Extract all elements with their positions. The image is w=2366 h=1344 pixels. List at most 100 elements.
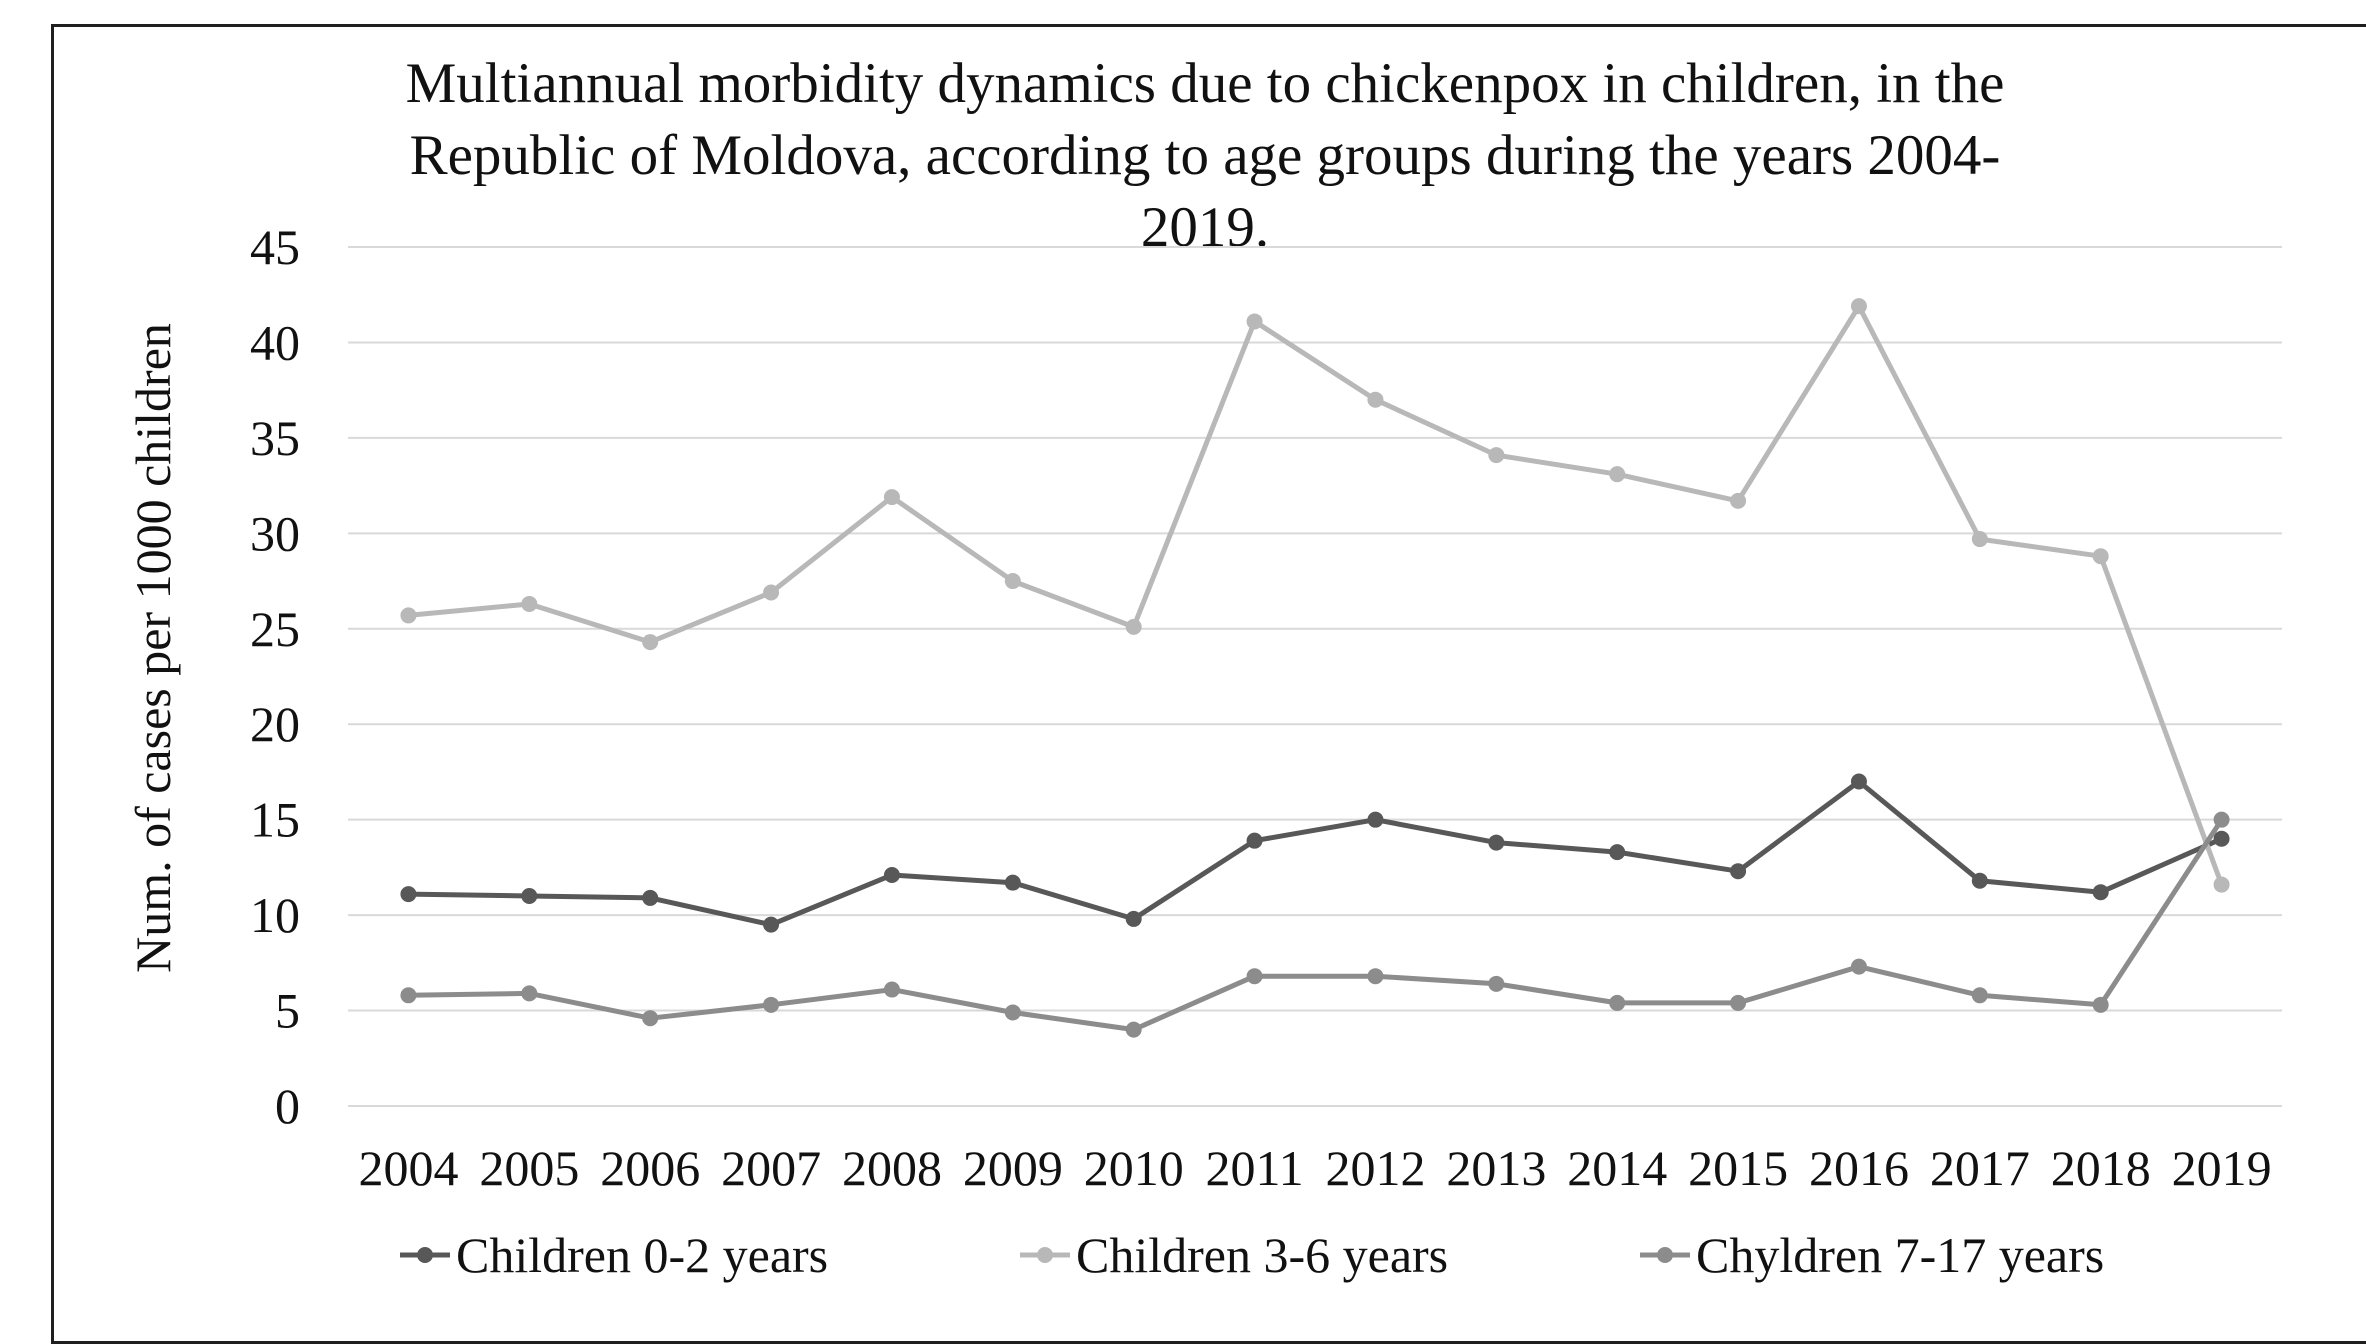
- data-point-1-2018: [2092, 884, 2109, 901]
- x-tick-label-2008: 2008: [842, 1140, 942, 1196]
- data-point-2-2004: [400, 607, 417, 624]
- chart-title-line-2: Republic of Moldova, according to age gr…: [410, 124, 2001, 187]
- data-point-3-2010: [1125, 1021, 1142, 1038]
- x-tick-label-2014: 2014: [1567, 1140, 1667, 1196]
- legend-item-1: Children 0-2 years: [400, 1227, 828, 1283]
- y-tick-label-40: 40: [250, 314, 300, 370]
- data-point-3-2009: [1004, 1004, 1021, 1021]
- data-point-2-2012: [1367, 391, 1384, 408]
- chart-title: Multiannual morbidity dynamics due to ch…: [406, 52, 2005, 259]
- y-tick-label-20: 20: [250, 696, 300, 752]
- y-tick-label-25: 25: [250, 601, 300, 657]
- y-tick-label-0: 0: [275, 1078, 300, 1134]
- data-point-2-2010: [1125, 618, 1142, 635]
- series-line-3: [405, 817, 2225, 1033]
- series-1: [400, 773, 2230, 933]
- data-point-2-2007: [763, 584, 780, 601]
- y-axis-title: Num. of cases per 1000 children: [125, 323, 181, 973]
- data-point-3-2014: [1609, 994, 1626, 1011]
- data-series: [400, 298, 2230, 1038]
- legend-swatch-marker-2: [1037, 1247, 1053, 1263]
- data-point-2-2014: [1609, 466, 1626, 483]
- data-point-3-2007: [763, 996, 780, 1013]
- data-point-2-2005: [521, 595, 538, 612]
- x-tick-label-2013: 2013: [1446, 1140, 1546, 1196]
- legend-label-2: Children 3-6 years: [1076, 1227, 1448, 1283]
- series-line-1: [405, 779, 2225, 928]
- chart-frame: [51, 24, 2366, 1344]
- y-tick-label-35: 35: [250, 410, 300, 466]
- y-tick-label-10: 10: [250, 887, 300, 943]
- data-point-3-2019: [2213, 811, 2230, 828]
- x-tick-label-2011: 2011: [1205, 1140, 1303, 1196]
- y-tick-label-5: 5: [275, 983, 300, 1039]
- x-tick-label-2006: 2006: [600, 1140, 700, 1196]
- x-tick-label-2015: 2015: [1688, 1140, 1788, 1196]
- data-point-1-2019: [2213, 830, 2230, 847]
- data-point-1-2012: [1367, 811, 1384, 828]
- y-tick-label-45: 45: [250, 219, 300, 275]
- x-tick-label-2005: 2005: [479, 1140, 579, 1196]
- x-tick-label-2018: 2018: [2051, 1140, 2151, 1196]
- data-point-1-2011: [1246, 832, 1263, 849]
- legend-label-3: Chyldren 7-17 years: [1696, 1227, 2104, 1283]
- data-point-3-2011: [1246, 968, 1263, 985]
- chart-title-line-1: Multiannual morbidity dynamics due to ch…: [406, 52, 2005, 115]
- x-tick-label-2012: 2012: [1325, 1140, 1425, 1196]
- data-point-3-2008: [883, 981, 900, 998]
- data-point-3-2016: [1850, 958, 1867, 975]
- data-point-3-2018: [2092, 996, 2109, 1013]
- legend-swatch-marker-1: [417, 1247, 433, 1263]
- data-point-1-2008: [883, 867, 900, 884]
- x-axis-ticks: 2004 2005 2006 2007 2008 2009 2010 2011 2012 2013…: [358, 1140, 2271, 1196]
- legend-item-3: Chyldren 7-17 years: [1640, 1227, 2104, 1283]
- data-point-1-2014: [1609, 844, 1626, 861]
- data-point-2-2017: [1971, 531, 1988, 548]
- y-axis-ticks: 0 5 10 15 20 25 30 35 40 45: [250, 219, 300, 1134]
- series-line-2: [405, 303, 2225, 888]
- data-point-2-2008: [883, 489, 900, 506]
- y-tick-label-15: 15: [250, 792, 300, 848]
- data-point-1-2006: [642, 889, 659, 906]
- data-point-1-2009: [1004, 874, 1021, 891]
- x-tick-label-2009: 2009: [963, 1140, 1063, 1196]
- data-point-3-2017: [1971, 987, 1988, 1004]
- data-point-1-2013: [1488, 834, 1505, 851]
- data-point-2-2018: [2092, 548, 2109, 565]
- data-point-2-2019: [2213, 876, 2230, 893]
- legend: Children 0-2 years Children 3-6 years Chyl…: [400, 1227, 2104, 1283]
- data-point-2-2011: [1246, 313, 1263, 330]
- data-point-3-2013: [1488, 975, 1505, 992]
- data-point-1-2015: [1730, 863, 1747, 880]
- series-2: [400, 298, 2230, 893]
- data-point-3-2004: [400, 987, 417, 1004]
- legend-swatch-marker-3: [1657, 1247, 1673, 1263]
- data-point-3-2015: [1730, 994, 1747, 1011]
- data-point-2-2015: [1730, 492, 1747, 509]
- data-point-1-2017: [1971, 872, 1988, 889]
- data-point-1-2007: [763, 916, 780, 933]
- x-tick-label-2004: 2004: [358, 1140, 458, 1196]
- x-tick-label-2017: 2017: [1930, 1140, 2030, 1196]
- data-point-2-2006: [642, 634, 659, 651]
- data-point-2-2016: [1850, 298, 1867, 315]
- data-point-1-2005: [521, 888, 538, 905]
- data-point-3-2012: [1367, 968, 1384, 985]
- series-3: [400, 811, 2230, 1038]
- data-point-1-2004: [400, 886, 417, 903]
- data-point-3-2006: [642, 1010, 659, 1027]
- x-tick-label-2019: 2019: [2172, 1140, 2272, 1196]
- x-tick-label-2010: 2010: [1084, 1140, 1184, 1196]
- data-point-2-2009: [1004, 573, 1021, 590]
- data-point-1-2010: [1125, 910, 1142, 927]
- x-tick-label-2016: 2016: [1809, 1140, 1909, 1196]
- legend-item-2: Children 3-6 years: [1020, 1227, 1448, 1283]
- data-point-2-2013: [1488, 447, 1505, 464]
- data-point-1-2016: [1850, 773, 1867, 790]
- y-tick-label-30: 30: [250, 505, 300, 561]
- gridlines: [348, 246, 2282, 1107]
- chart-title-line-3: 2019.: [1141, 196, 1269, 259]
- x-tick-label-2007: 2007: [721, 1140, 821, 1196]
- data-point-3-2005: [521, 985, 538, 1002]
